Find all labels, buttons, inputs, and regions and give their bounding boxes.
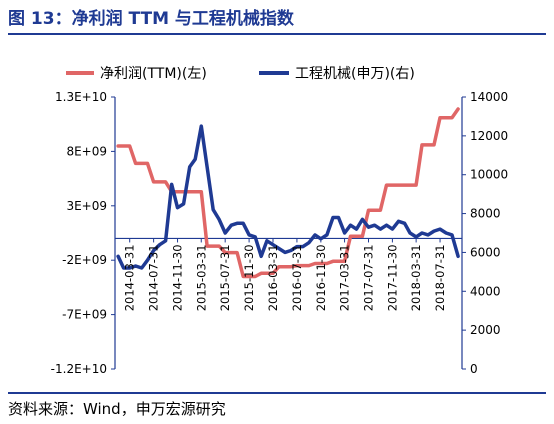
x-tick-label: 2016-03-31 — [266, 244, 280, 311]
y-right-tick-label: 4000 — [470, 284, 501, 298]
y-right-tick-label: 10000 — [470, 168, 508, 182]
y-right-tick-label: 12000 — [470, 129, 508, 143]
y-right-tick-label: 0 — [470, 362, 478, 376]
y-right-tick-label: 2000 — [470, 323, 501, 337]
y-right-tick-label: 14000 — [470, 90, 508, 104]
series-line-machinery-index — [116, 124, 460, 270]
x-tick-label: 2017-11-30 — [385, 244, 399, 311]
line-chart: 净利润(TTM)(左) 工程机械(申万)(右) 1.3E+10 8E+09 3E+09… — [51, 66, 509, 376]
y-left-tick-label: -7E+09 — [62, 308, 107, 322]
y-right-tick-label: 8000 — [470, 207, 501, 221]
series-layer — [116, 107, 460, 279]
x-tick-label: 2018-03-31 — [409, 244, 423, 311]
series-line-net-profit — [116, 107, 460, 279]
y-right-tick-label: 6000 — [470, 245, 501, 259]
source-note: 资料来源：Wind，申万宏源研究 — [8, 400, 226, 418]
footer-divider — [8, 392, 546, 394]
x-tick-label: 2014-07-31 — [147, 244, 161, 311]
y-left-tick-label: 3E+09 — [66, 199, 107, 213]
x-tick-label: 2015-07-31 — [218, 244, 232, 311]
x-tick-label: 2017-03-31 — [338, 244, 352, 311]
x-tick-label: 2018-07-31 — [433, 244, 447, 311]
y-left-tick-label: -2E+09 — [62, 253, 107, 267]
x-tick-label: 2014-11-30 — [171, 244, 185, 311]
y-left-tick-label: 1.3E+10 — [55, 90, 107, 104]
x-tick-label: 2014-03-31 — [123, 244, 137, 311]
x-tick-label: 2016-11-30 — [314, 244, 328, 311]
legend-label-net-profit: 净利润(TTM)(左) — [100, 66, 207, 82]
y-left-tick-label: 8E+09 — [66, 144, 107, 158]
legend: 净利润(TTM)(左) 工程机械(申万)(右) — [66, 66, 415, 82]
x-tick-label: 2016-07-31 — [290, 244, 304, 311]
chart-title: 图 13：净利润 TTM 与工程机械指数 — [8, 9, 294, 29]
title-divider — [8, 33, 546, 35]
x-tick-label: 2015-03-31 — [194, 244, 208, 311]
y-left-tick-label: -1.2E+10 — [51, 362, 107, 376]
x-tick-label: 2017-07-31 — [361, 244, 375, 311]
legend-label-machinery-index: 工程机械(申万)(右) — [295, 66, 415, 82]
tick-labels: 1.3E+10 8E+09 3E+09 -2E+09 -7E+09 -1.2E+10 140… — [51, 90, 509, 376]
x-tick-label: 2015-11-30 — [242, 244, 256, 311]
axes — [111, 96, 466, 370]
